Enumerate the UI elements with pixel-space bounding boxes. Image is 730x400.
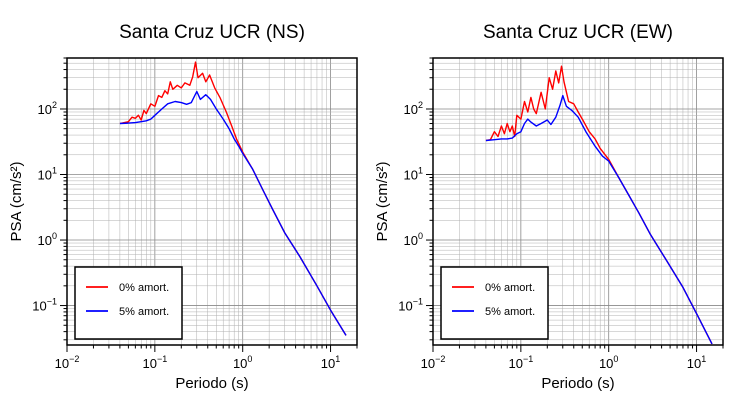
y-axis-label: PSA (cm/s²) (374, 161, 391, 241)
x-tick-label: 10−1 (142, 354, 167, 371)
legend-box (74, 266, 183, 340)
plot-frame (432, 57, 724, 346)
legend-label: 0% amort. (119, 282, 169, 294)
y-tick-label: 10−1 (32, 297, 57, 314)
x-tick-label: 101 (687, 354, 706, 371)
y-tick-label: 102 (38, 100, 57, 117)
y-tick-label: 10−1 (398, 297, 423, 314)
y-tick-label: 100 (38, 231, 57, 248)
x-axis-label: Periodo (s) (541, 375, 614, 392)
chart-panel-1: 10−2 10−1 100 101 10−1 100 101 102 Santa Cruz UC… (8, 22, 358, 392)
x-tick-label: 10−2 (55, 354, 80, 371)
legend: 0% amort. 5% amort. (74, 266, 183, 340)
y-axis-label: PSA (cm/s²) (8, 161, 25, 241)
chart-panel-2: 10−2 10−1 100 101 10−1 100 101 102 Santa Cruz UC… (374, 22, 724, 392)
x-axis-ticks: 10−2 10−1 100 101 (421, 345, 724, 371)
x-tick-label: 100 (599, 354, 618, 371)
legend: 0% amort. 5% amort. (440, 266, 549, 340)
y-tick-label: 100 (404, 231, 423, 248)
y-tick-label: 102 (404, 100, 423, 117)
y-axis-ticks: 10−1 100 101 102 (398, 57, 433, 341)
legend-label: 5% amort. (119, 306, 169, 318)
x-tick-label: 10−1 (508, 354, 533, 371)
x-axis-ticks: 10−2 10−1 100 101 (55, 345, 358, 371)
x-axis-label: Periodo (s) (175, 375, 248, 392)
x-tick-label: 101 (321, 354, 340, 371)
legend-label: 5% amort. (485, 306, 535, 318)
y-tick-label: 101 (38, 166, 57, 183)
y-axis-ticks: 10−1 100 101 102 (32, 57, 67, 341)
x-tick-label: 100 (233, 354, 252, 371)
series-line-blue (485, 94, 713, 345)
chart-title: Santa Cruz UCR (EW) (483, 22, 673, 43)
x-tick-label: 10−2 (421, 354, 446, 371)
grid (67, 58, 357, 345)
y-tick-label: 101 (404, 166, 423, 183)
legend-label: 0% amort. (485, 282, 535, 294)
series-line-blue (119, 90, 347, 336)
legend-box (440, 266, 549, 340)
plot-frame (66, 57, 358, 346)
chart-title: Santa Cruz UCR (NS) (119, 22, 305, 43)
